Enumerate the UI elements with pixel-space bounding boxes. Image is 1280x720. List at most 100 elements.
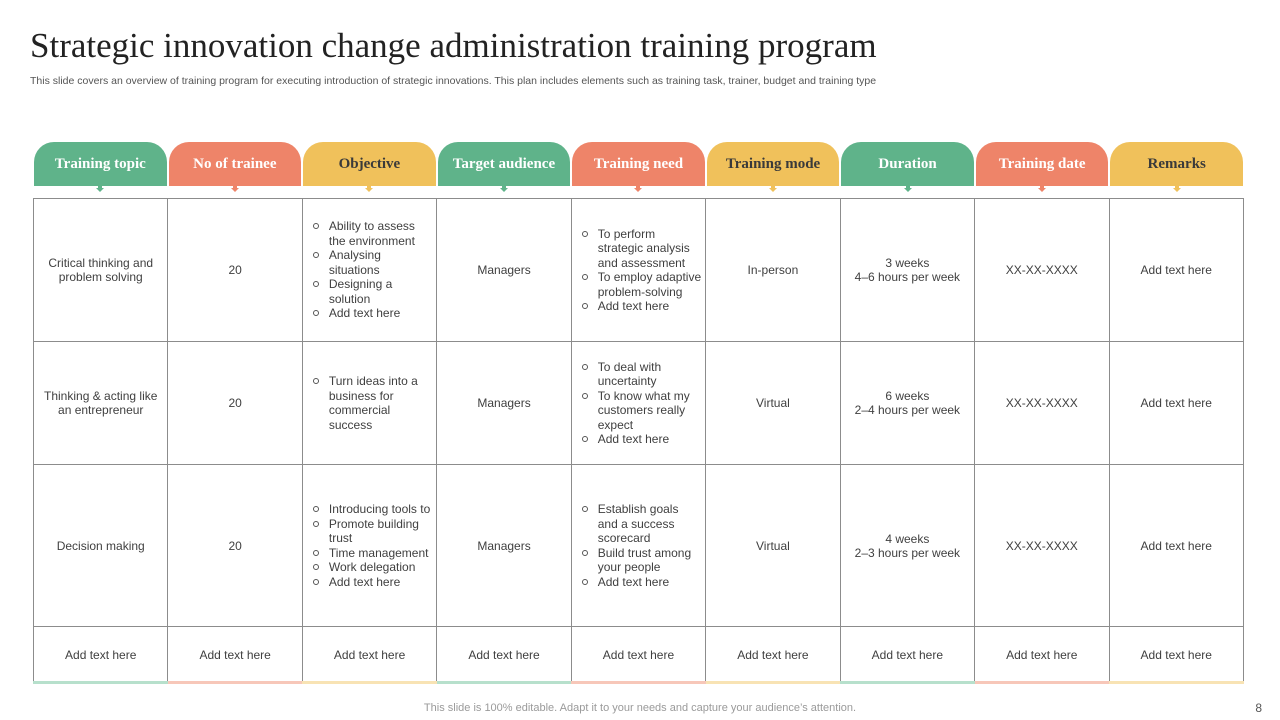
- header-tab: Training mode: [706, 142, 840, 186]
- list-item: Add text here: [578, 299, 701, 314]
- placeholder-cell: Add text here: [839, 626, 976, 684]
- accent-line: [840, 681, 975, 684]
- down-arrow-icon: [365, 186, 374, 192]
- cell-training-mode: Virtual: [705, 341, 841, 465]
- training-program-table: Critical thinking and problem solving 20…: [32, 198, 1244, 684]
- header-training-need: Training need: [571, 142, 706, 192]
- training-need-list: Establish goals and a success scorecard …: [578, 502, 701, 589]
- bottom-accent-lines: [33, 681, 1244, 684]
- header-tab: Duration: [841, 142, 974, 186]
- placeholder-cell: Add text here: [167, 626, 303, 684]
- cell-training-topic: Critical thinking and problem solving: [32, 198, 169, 342]
- header-objective: Objective: [302, 142, 437, 192]
- objective-list: Introducing tools to Promote building tr…: [309, 502, 432, 589]
- header-tab: Remarks: [1110, 142, 1243, 186]
- list-item: Designing a solution: [309, 277, 432, 306]
- header-tab: Objective: [303, 142, 436, 186]
- list-item: To deal with uncertainty: [578, 360, 701, 389]
- objective-list: Ability to assess the environment Analys…: [309, 219, 432, 321]
- list-item: To perform strategic analysis and assess…: [578, 227, 701, 271]
- down-arrow-icon: [903, 186, 912, 192]
- header-training-topic: Training topic: [33, 142, 168, 192]
- duration-hours: 2–3 hours per week: [854, 545, 961, 560]
- cell-training-date: XX-XX-XXXX: [974, 341, 1110, 465]
- list-item: Add text here: [309, 306, 432, 321]
- down-arrow-icon: [769, 186, 778, 192]
- header-training-date: Training date: [975, 142, 1110, 192]
- placeholder-cell: Add text here: [301, 626, 438, 684]
- placeholder-cell: Add text here: [570, 626, 707, 684]
- cell-training-topic: Thinking & acting like an entrepreneur: [32, 341, 169, 465]
- header-tab: No of trainee: [168, 142, 302, 186]
- list-item: Ability to assess the environment: [309, 219, 432, 248]
- placeholder-cell: Add text here: [436, 626, 572, 684]
- cell-training-need: Establish goals and a success scorecard …: [570, 464, 707, 627]
- slide-subtitle: This slide covers an overview of trainin…: [30, 75, 877, 87]
- cell-objective: Ability to assess the environment Analys…: [301, 198, 438, 342]
- list-item: To employ adaptive problem-solving: [578, 270, 701, 299]
- duration-hours: 2–4 hours per week: [854, 403, 961, 417]
- table-row-placeholder: Add text here Add text here Add text her…: [32, 626, 1244, 684]
- list-item: Promote building trust: [309, 517, 432, 546]
- cell-training-date: XX-XX-XXXX: [974, 464, 1110, 627]
- down-arrow-icon: [1172, 186, 1181, 192]
- header-training-mode: Training mode: [706, 142, 841, 192]
- header-tab: Training need: [572, 142, 705, 186]
- accent-line: [167, 681, 303, 684]
- cell-objective: Introducing tools to Promote building tr…: [301, 464, 438, 627]
- cell-training-need: To deal with uncertainty To know what my…: [570, 341, 707, 465]
- training-need-list: To perform strategic analysis and assess…: [578, 227, 701, 314]
- cell-no-of-trainee: 20: [167, 198, 303, 342]
- duration-hours: 4–6 hours per week: [854, 270, 961, 284]
- list-item: Turn ideas into a business for commercia…: [309, 374, 432, 432]
- page-number: 8: [1255, 701, 1262, 715]
- header-remarks: Remarks: [1109, 142, 1244, 192]
- header-tab: Target audience: [437, 142, 571, 186]
- header-tab: Training date: [975, 142, 1109, 186]
- table-row: Critical thinking and problem solving 20…: [32, 198, 1244, 342]
- cell-training-mode: Virtual: [705, 464, 841, 627]
- duration-weeks: 4 weeks: [885, 531, 930, 546]
- accent-line: [571, 681, 706, 684]
- cell-duration: 4 weeks 2–3 hours per week: [839, 464, 976, 627]
- list-item: Analysing situations: [309, 248, 432, 277]
- accent-line: [436, 681, 572, 684]
- column-headers: Training topic No of trainee Objective T…: [33, 142, 1244, 192]
- down-arrow-icon: [230, 186, 239, 192]
- cell-duration: 6 weeks 2–4 hours per week: [839, 341, 976, 465]
- list-item: Introducing tools to: [309, 502, 432, 517]
- down-arrow-icon: [499, 186, 508, 192]
- cell-training-topic: Decision making: [32, 464, 169, 627]
- list-item: Add text here: [578, 432, 701, 447]
- header-duration: Duration: [840, 142, 975, 192]
- slide-title: Strategic innovation change administrati…: [30, 26, 877, 65]
- cell-training-need: To perform strategic analysis and assess…: [570, 198, 707, 342]
- table-row: Decision making 20 Introducing tools to …: [32, 464, 1244, 627]
- list-item: Establish goals and a success scorecard: [578, 502, 701, 546]
- cell-target-audience: Managers: [436, 198, 572, 342]
- header-tab: Training topic: [34, 142, 167, 186]
- duration-weeks: 3 weeks: [885, 256, 930, 270]
- cell-remarks: Add text here: [1108, 464, 1244, 627]
- down-arrow-icon: [96, 186, 105, 192]
- list-item: Time management: [309, 546, 432, 561]
- accent-line: [1109, 681, 1244, 684]
- list-item: Add text here: [309, 575, 432, 590]
- cell-objective: Turn ideas into a business for commercia…: [301, 341, 438, 465]
- list-item: Add text here: [578, 575, 701, 590]
- footer-note: This slide is 100% editable. Adapt it to…: [423, 702, 857, 714]
- cell-training-mode: In-person: [705, 198, 841, 342]
- header-target-audience: Target audience: [437, 142, 572, 192]
- training-need-list: To deal with uncertainty To know what my…: [578, 360, 701, 447]
- accent-line: [705, 681, 841, 684]
- placeholder-cell: Add text here: [1108, 626, 1244, 684]
- table-row: Thinking & acting like an entrepreneur 2…: [32, 341, 1244, 465]
- cell-remarks: Add text here: [1108, 198, 1244, 342]
- cell-target-audience: Managers: [436, 464, 572, 627]
- objective-list: Turn ideas into a business for commercia…: [309, 374, 432, 432]
- header-no-of-trainee: No of trainee: [168, 142, 303, 192]
- placeholder-cell: Add text here: [705, 626, 841, 684]
- list-item: Build trust among your people: [578, 546, 701, 575]
- accent-line: [302, 681, 437, 684]
- placeholder-cell: Add text here: [32, 626, 169, 684]
